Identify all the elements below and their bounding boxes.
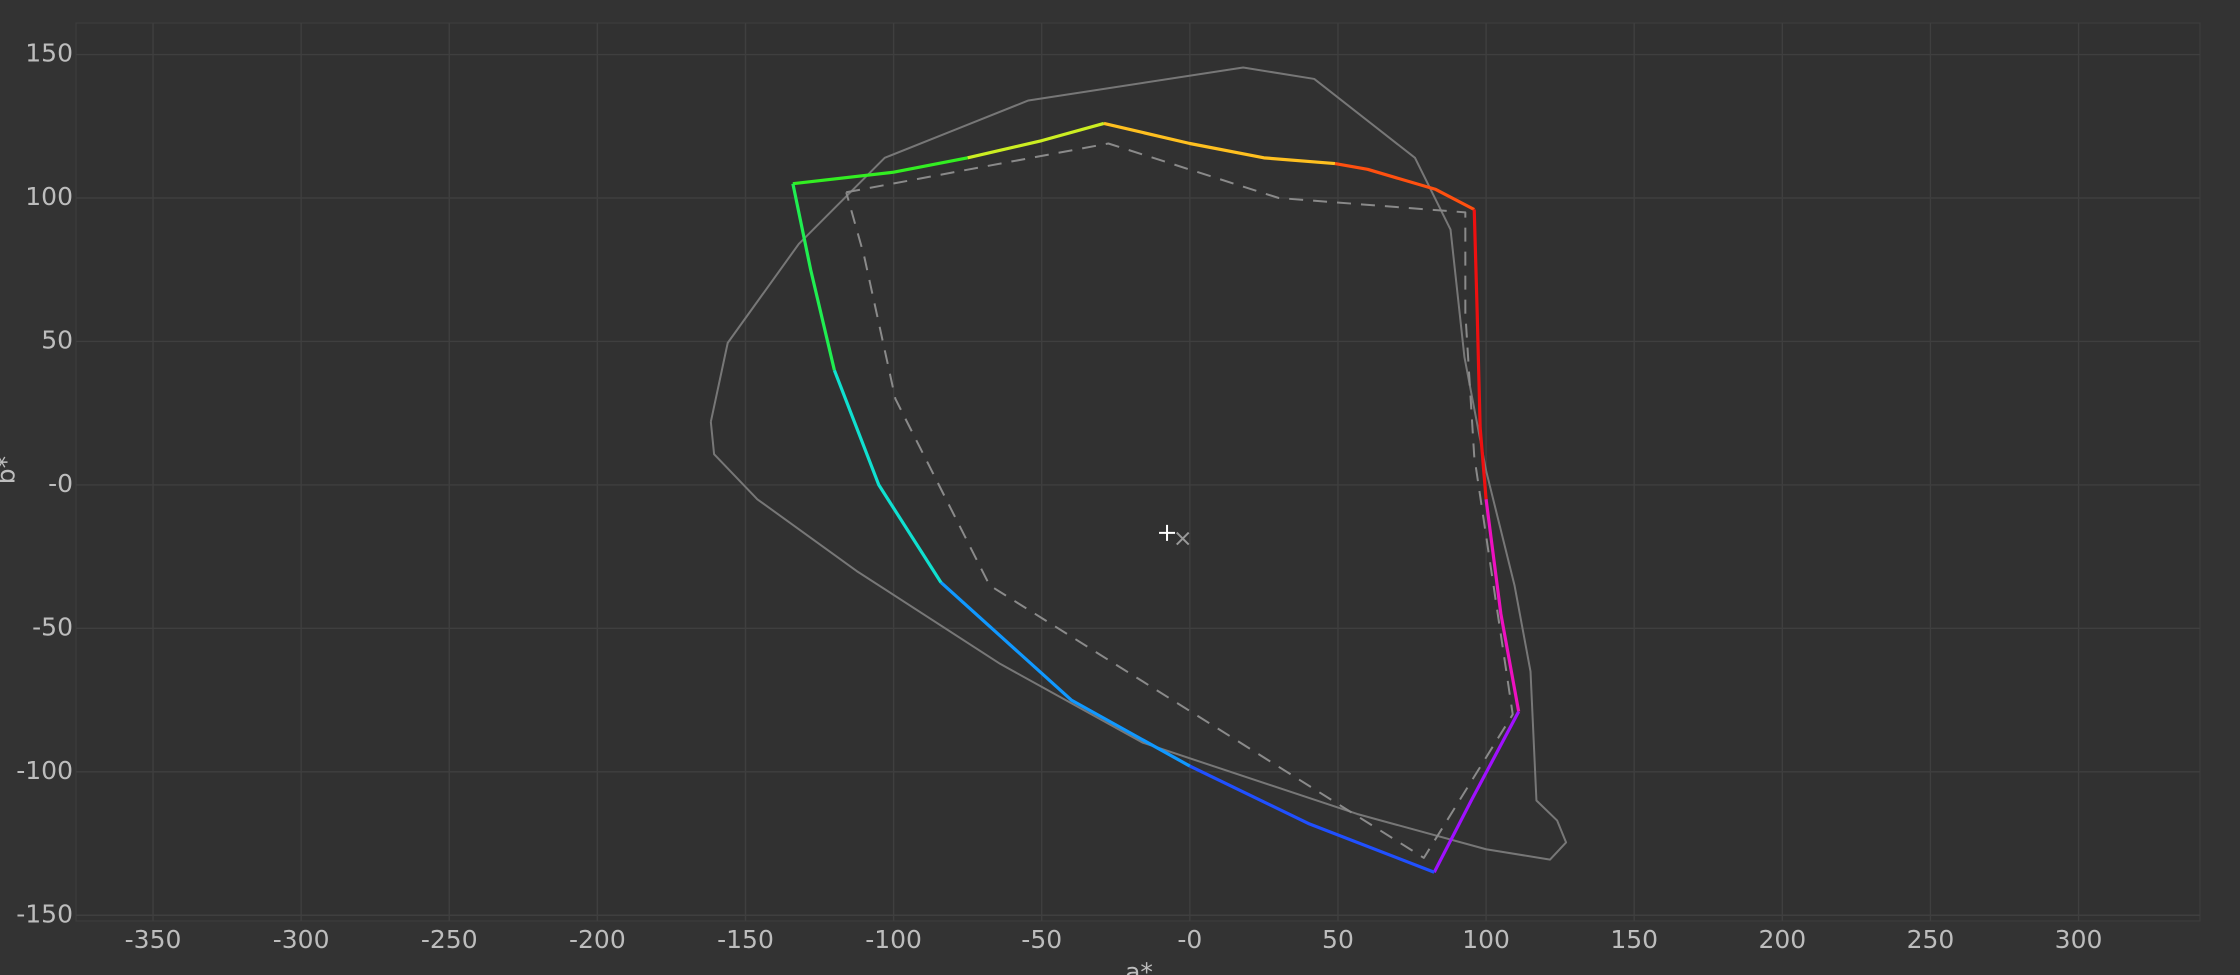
y-tick-label: -150	[16, 899, 73, 928]
gamut-line	[967, 121, 1105, 160]
marker	[1176, 531, 1190, 546]
x-tick-label: 150	[1610, 925, 1658, 954]
x-tick-label: -300	[273, 925, 330, 954]
y-axis-label: b*	[0, 456, 20, 484]
gamut-line	[1189, 764, 1435, 874]
gamut-line	[832, 369, 943, 584]
x-tick-label: -250	[421, 925, 478, 954]
x-axis-label: a*	[1125, 957, 1153, 975]
gamut-line	[1334, 162, 1475, 211]
x-tick-label: 200	[1758, 925, 1806, 954]
gamut-line	[1103, 121, 1336, 166]
x-tick-label: -150	[717, 925, 774, 954]
gamut-line	[792, 156, 968, 186]
plot-area	[75, 22, 2201, 922]
x-tick-label: 50	[1322, 925, 1354, 954]
x-tick-label: -0	[1177, 925, 1202, 954]
y-tick-label: -50	[32, 612, 73, 641]
y-tick-label: -0	[48, 469, 73, 498]
x-tick-label: 250	[1907, 925, 1955, 954]
marker	[1159, 524, 1176, 541]
x-tick-label: 300	[2055, 925, 2103, 954]
x-tick-label: -200	[569, 925, 626, 954]
gamut-line	[845, 142, 1514, 859]
gamut-line	[939, 581, 1191, 768]
y-tick-label: 50	[41, 325, 73, 354]
y-tick-label: 150	[25, 39, 73, 68]
x-tick-label: -50	[1021, 925, 1062, 954]
x-tick-label: -350	[125, 925, 182, 954]
gamut-line	[1484, 499, 1521, 712]
x-tick-label: -100	[865, 925, 922, 954]
gamut-line	[709, 66, 1568, 861]
gamut-line	[1432, 710, 1521, 873]
gamut-line	[791, 183, 836, 371]
gamut-line	[1472, 209, 1488, 500]
y-tick-label: -100	[16, 756, 73, 785]
y-tick-label: 100	[25, 182, 73, 211]
x-tick-label: 100	[1462, 925, 1510, 954]
